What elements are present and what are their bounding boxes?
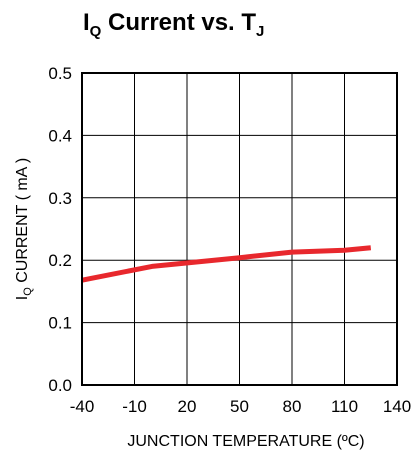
y-tick-label: 0.5 xyxy=(48,64,72,83)
x-tick-label: 20 xyxy=(178,397,197,416)
y-tick-label: 0.4 xyxy=(48,126,72,145)
title-symbol-subscript: Q xyxy=(90,23,102,40)
y-tick-labels: 0.0 0.1 0.2 0.3 0.4 0.5 xyxy=(48,64,72,395)
title-symbol: I xyxy=(83,9,90,36)
data-series xyxy=(81,245,372,283)
y-tick-label: 0.2 xyxy=(48,251,72,270)
x-axis-label: JUNCTION TEMPERATURE (ºC) xyxy=(127,433,364,450)
y-axis-label: IQ CURRENT ( mA ) xyxy=(14,158,34,301)
x-tick-label: 80 xyxy=(283,397,302,416)
x-tick-label: -10 xyxy=(122,397,147,416)
x-tick-label: 110 xyxy=(331,397,358,416)
y-axis-label-symbol: I xyxy=(14,296,31,300)
iq-current-series-line xyxy=(81,245,372,283)
title-end-subscript: J xyxy=(256,23,264,40)
chart-title: IQ Current vs. TJ xyxy=(83,9,264,40)
title-middle: Current vs. T xyxy=(101,9,256,36)
x-tick-label: 140 xyxy=(383,397,411,416)
y-axis-label-rest: CURRENT ( mA ) xyxy=(14,158,31,287)
plot-frame xyxy=(81,72,398,386)
y-axis-label-subscript: Q xyxy=(22,287,34,296)
y-tick-label: 0.3 xyxy=(48,189,72,208)
grid-lines xyxy=(81,72,398,386)
y-tick-label: 0.1 xyxy=(48,314,72,333)
x-tick-label: 50 xyxy=(230,397,249,416)
x-tick-labels: -40 -10 20 50 80 110 140 xyxy=(70,397,411,416)
x-tick-label: -40 xyxy=(70,397,95,416)
y-tick-label: 0.0 xyxy=(48,376,72,395)
